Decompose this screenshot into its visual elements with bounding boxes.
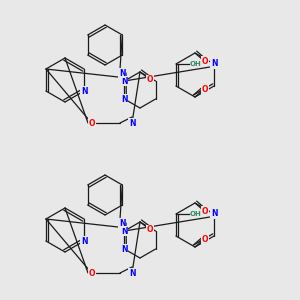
Text: O: O — [202, 85, 208, 94]
Text: N: N — [119, 68, 125, 77]
Text: O: O — [202, 206, 208, 215]
Text: N: N — [211, 59, 217, 68]
Text: OH: OH — [190, 211, 202, 217]
Text: N: N — [81, 236, 87, 245]
Text: N: N — [119, 218, 125, 227]
Text: O: O — [202, 56, 208, 65]
Text: O: O — [147, 226, 153, 235]
Text: N: N — [129, 118, 135, 127]
Text: N: N — [81, 86, 87, 95]
Text: N: N — [121, 94, 128, 103]
Text: O: O — [89, 118, 95, 127]
Text: N: N — [121, 244, 128, 253]
Text: O: O — [147, 76, 153, 85]
Text: N: N — [129, 268, 135, 278]
Text: O: O — [202, 235, 208, 244]
Text: OH: OH — [190, 61, 202, 67]
Text: N: N — [121, 76, 128, 85]
Text: O: O — [89, 268, 95, 278]
Text: N: N — [121, 226, 128, 236]
Text: N: N — [211, 209, 217, 218]
